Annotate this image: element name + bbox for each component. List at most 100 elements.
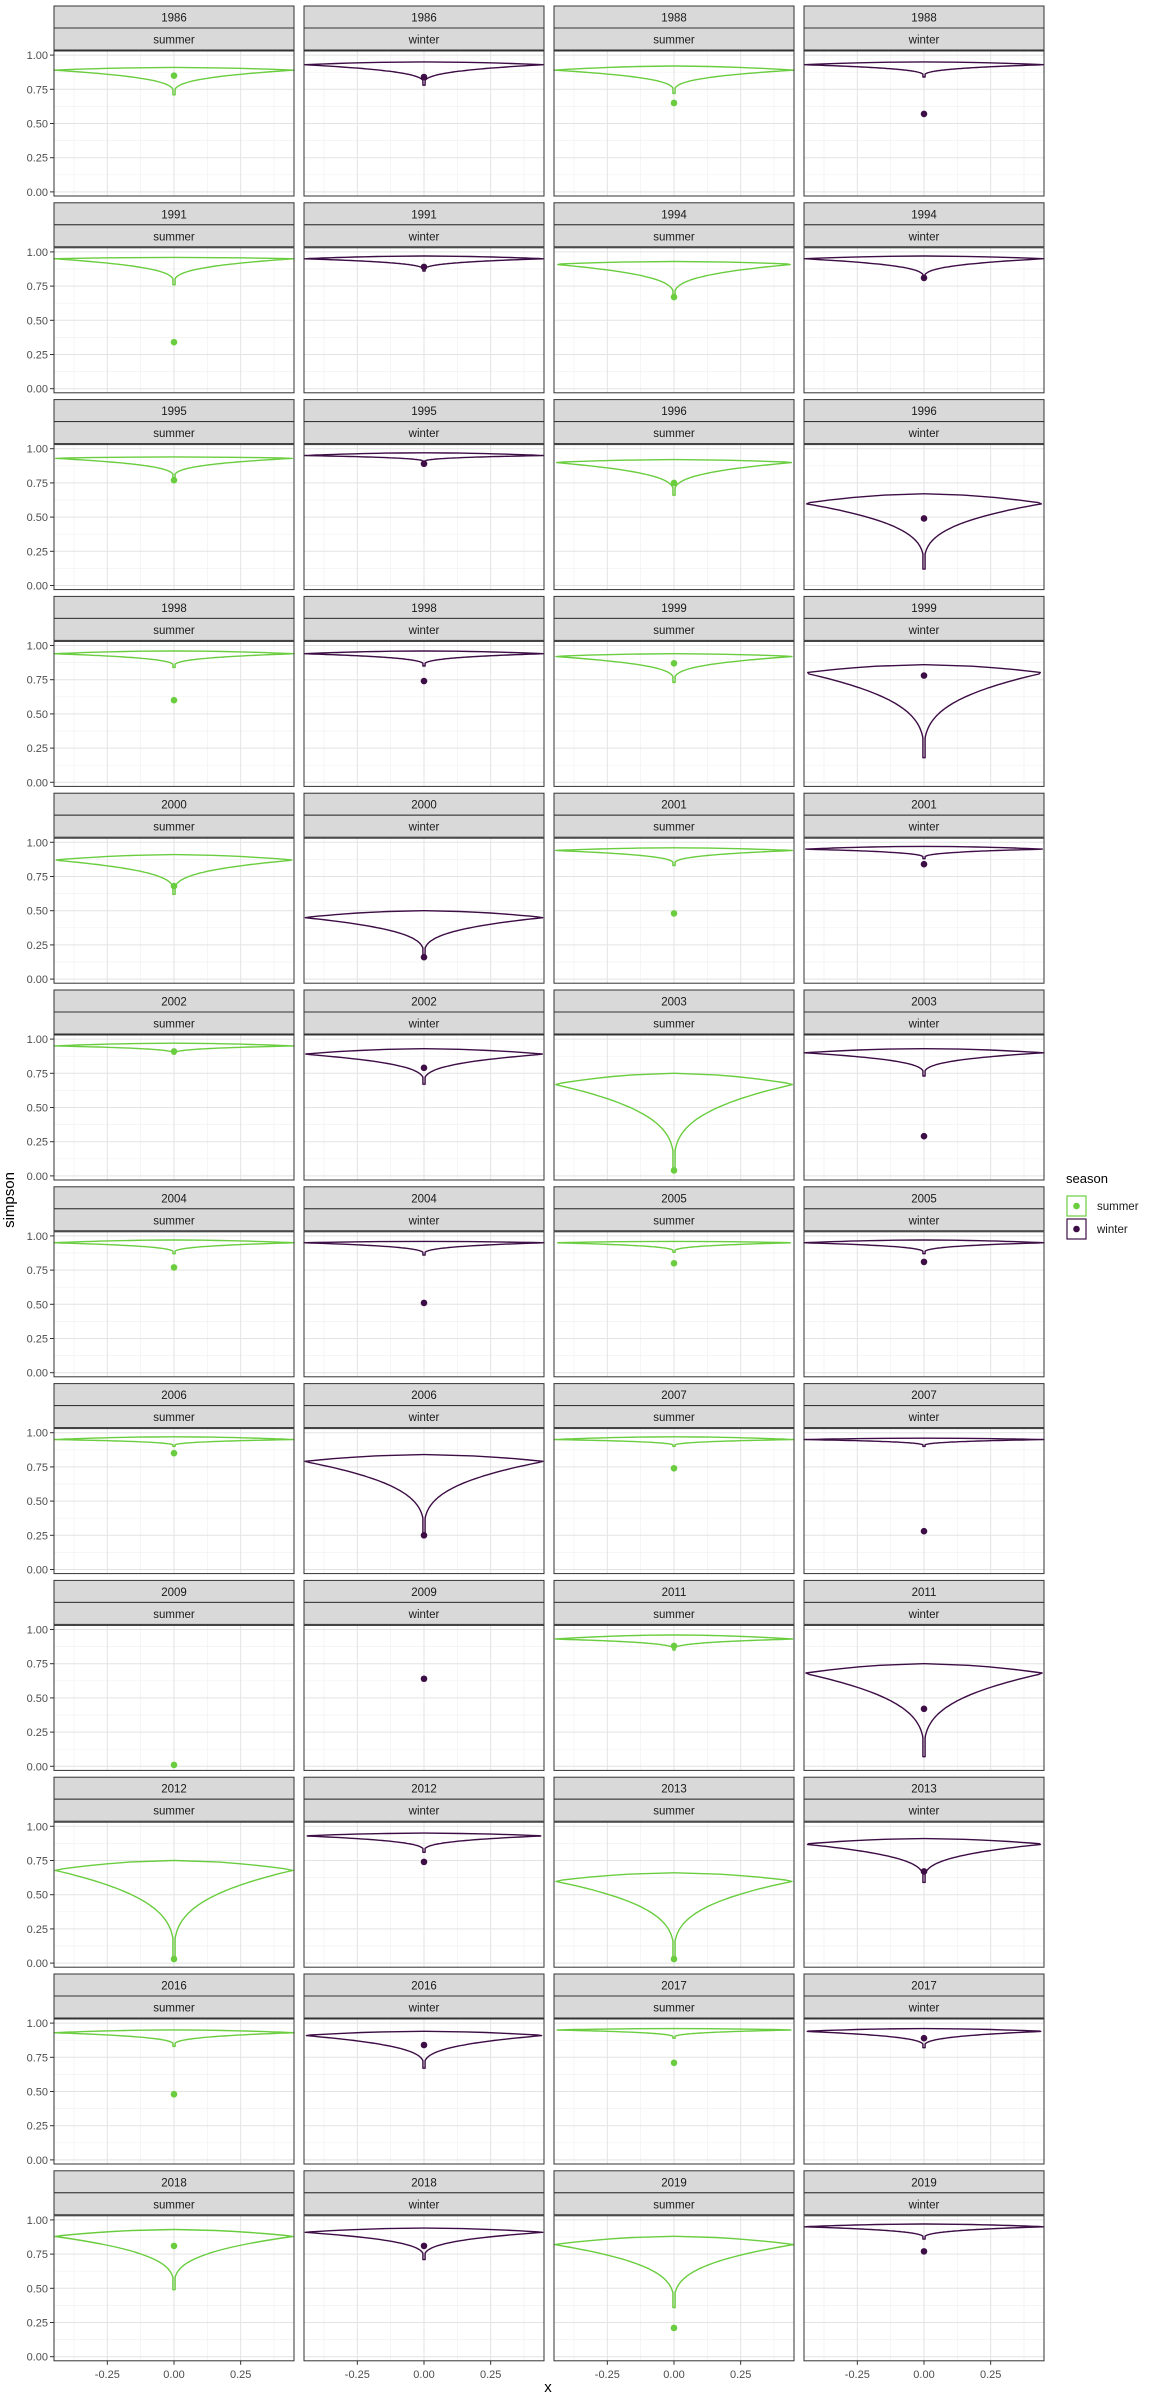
violin-winter: [807, 664, 1041, 759]
data-point-winter: [420, 1858, 428, 1866]
facet-panel: 2004 summer 0.00 0.25 0.50 0.75 1.00: [27, 1186, 295, 1380]
panel-border: [553, 1624, 795, 1771]
y-tick-label: 0.25: [27, 153, 48, 165]
data-point-winter: [420, 73, 428, 81]
violin-summer: [555, 458, 793, 496]
panel-border: [803, 1034, 1045, 1181]
strip-season-label: summer: [653, 35, 695, 47]
violin-summer: [54, 1859, 294, 1960]
strip-year-label: 1998: [161, 603, 187, 615]
facet-panel: 1991 winter: [303, 202, 545, 394]
data-point-winter: [420, 1531, 428, 1539]
strip-season-label: summer: [153, 35, 195, 47]
strip-season-label: winter: [408, 822, 440, 834]
panel-border: [303, 1231, 545, 1378]
facet-panel: 1994 summer: [553, 202, 795, 394]
strip-season: [553, 1798, 795, 1822]
strip-year-label: 2011: [912, 1587, 937, 1599]
strip-season: [803, 1208, 1045, 1232]
strip-season-label: summer: [653, 822, 695, 834]
violin-winter: [303, 452, 545, 464]
strip-year-label: 2017: [911, 1981, 937, 1993]
violin-winter: [806, 1837, 1042, 1884]
violin-summer: [555, 1072, 793, 1172]
violin-winter: [304, 2227, 544, 2261]
y-tick-label: 1.00: [27, 2215, 48, 2227]
facet-panel: 1995 winter: [303, 399, 545, 591]
strip-year-label: 1995: [411, 406, 437, 418]
strip-year-label: 1994: [661, 209, 687, 221]
strip-season-label: winter: [408, 1806, 440, 1818]
data-point-winter: [920, 1705, 928, 1713]
strip-year-label: 2018: [411, 2177, 437, 2189]
strip-season: [803, 2192, 1045, 2216]
strip-season: [303, 617, 545, 641]
strip-season: [803, 1011, 1045, 1035]
facet-panel: 1998 summer 0.00 0.25 0.50 0.75 1.00: [27, 595, 295, 789]
facet-panel: 2001 summer: [553, 792, 795, 984]
legend-key-point: [1073, 1202, 1080, 1210]
legend-label: summer: [1097, 1201, 1139, 1213]
panel-border: [303, 1821, 545, 1968]
strip-year-label: 2009: [411, 1587, 437, 1599]
y-tick-label: 0.00: [27, 2352, 48, 2364]
strip-season: [303, 224, 545, 248]
facet-panel: 2018 summer 0.00 0.25 0.50 0.75 1.00: [27, 2170, 295, 2364]
data-point-winter: [420, 460, 428, 468]
y-tick-label: 0.25: [27, 940, 48, 952]
data-point-summer: [170, 1761, 178, 1769]
y-tick-label: 0.75: [27, 1856, 48, 1868]
strip-season: [303, 2192, 545, 2216]
violin-winter: [803, 1048, 1045, 1077]
panel-border: [553, 837, 795, 984]
strip-year-label: 2012: [411, 1784, 437, 1796]
y-tick-label: 0.75: [27, 675, 48, 687]
strip-season-label: summer: [653, 428, 695, 440]
y-tick-label: 0.75: [27, 2052, 48, 2064]
strip-year-label: 1998: [411, 603, 437, 615]
y-tick-label: 0.25: [27, 1727, 48, 1739]
y-tick-label: 0.50: [27, 709, 48, 721]
x-tick-label: 0.25: [480, 2369, 501, 2381]
data-point-summer: [170, 72, 178, 79]
y-tick-label: 0.00: [27, 2155, 48, 2167]
y-tick-label: 1.00: [27, 2018, 48, 2030]
strip-year-label: 2003: [911, 997, 937, 1009]
y-tick-label: 0.00: [27, 1368, 48, 1380]
strip-season: [803, 1798, 1045, 1822]
facet-panel: 2004 winter: [303, 1186, 545, 1378]
violin-summer: [53, 66, 295, 96]
violin-winter: [803, 255, 1045, 280]
y-tick-label: 1.00: [27, 1034, 48, 1046]
strip-season-label: winter: [908, 1215, 940, 1227]
strip-season: [53, 2192, 295, 2216]
y-tick-label: 0.00: [27, 974, 48, 986]
y-tick-label: 0.00: [27, 1958, 48, 1970]
strip-season-label: summer: [153, 1412, 195, 1424]
strip-season-label: winter: [408, 231, 440, 243]
legend: season summer winter: [1066, 1171, 1139, 1240]
strip-season-label: summer: [153, 428, 195, 440]
y-tick-label: 0.75: [27, 1462, 48, 1474]
facet-panel: 2011 winter: [803, 1579, 1045, 1771]
strip-season: [553, 1601, 795, 1625]
y-tick-label: 0.00: [27, 1761, 48, 1773]
strip-season-label: summer: [153, 2199, 195, 2211]
violin-summer: [556, 1240, 792, 1253]
y-tick-label: 1.00: [27, 1821, 48, 1833]
strip-season-label: summer: [653, 625, 695, 637]
y-tick-label: 0.75: [27, 84, 48, 96]
strip-season-label: winter: [408, 35, 440, 47]
strip-year-label: 1986: [411, 13, 437, 25]
data-point-summer: [170, 696, 178, 704]
violin-summer: [55, 456, 293, 480]
violin-summer: [553, 1436, 795, 1448]
panel-border: [553, 444, 795, 591]
strip-season: [553, 1208, 795, 1232]
facet-panel: 2019 summer: [553, 2170, 795, 2362]
violin-winter: [806, 2027, 1042, 2049]
strip-season-label: winter: [408, 625, 440, 637]
y-tick-label: 0.50: [27, 512, 48, 524]
facet-panel: 2009 summer 0.00 0.25 0.50 0.75 1.00: [27, 1579, 295, 1773]
strip-season: [553, 27, 795, 51]
